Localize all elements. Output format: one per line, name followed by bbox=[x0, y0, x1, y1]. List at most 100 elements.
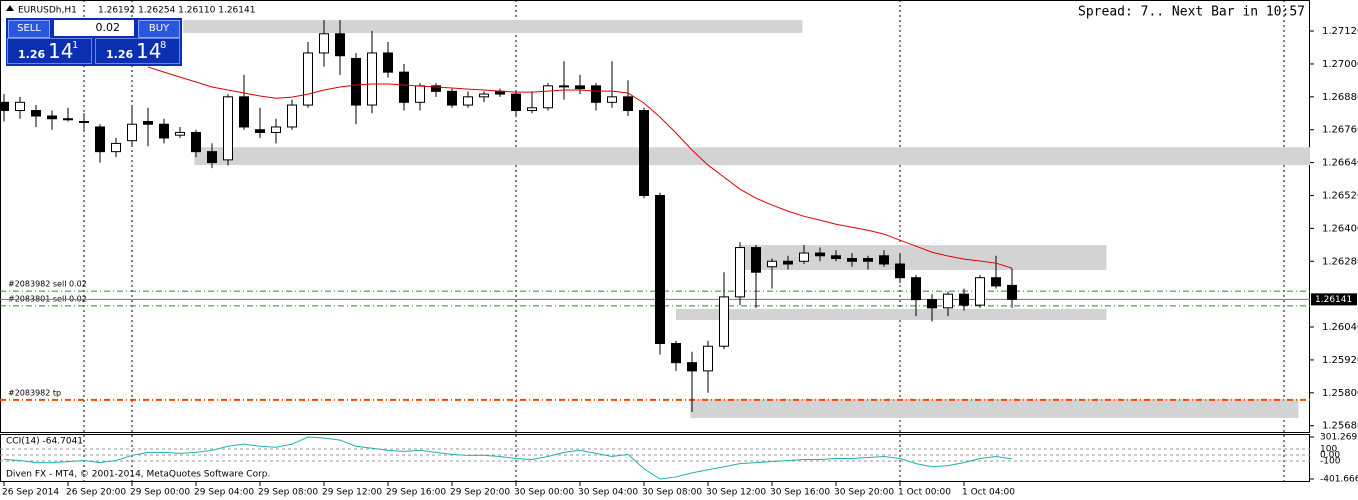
y-tick-label: 1.26280 bbox=[1322, 256, 1358, 267]
candle-body bbox=[815, 252, 825, 257]
cci-line bbox=[3, 436, 1013, 480]
symbol: EURUSDh,H1 bbox=[18, 6, 77, 16]
zone bbox=[194, 147, 1310, 166]
candle-body bbox=[1007, 284, 1017, 300]
candle-body bbox=[95, 126, 105, 153]
candle-body bbox=[847, 258, 857, 262]
candle-body bbox=[943, 293, 953, 309]
footer: Diven FX - MT4, © 2001-2014, MetaQuotes … bbox=[6, 470, 270, 480]
x-tick-label: 29 Sep 20:00 bbox=[450, 488, 510, 498]
y-tick-label: -100 bbox=[1320, 456, 1341, 466]
candle-body bbox=[671, 342, 681, 364]
x-tick-label: 29 Sep 16:00 bbox=[386, 488, 446, 498]
y-tick-label: 1.25920 bbox=[1322, 355, 1358, 366]
indicator-frame bbox=[0, 434, 1310, 482]
price-pips: 14 bbox=[48, 39, 74, 63]
x-tick-label: 30 Sep 16:00 bbox=[770, 488, 830, 498]
candle-body bbox=[15, 101, 25, 112]
bid-marker bbox=[1311, 293, 1357, 306]
candle-body bbox=[831, 255, 841, 260]
candle-body bbox=[0, 101, 9, 112]
candle-body bbox=[639, 110, 649, 196]
candle-body bbox=[447, 90, 457, 106]
candle-body bbox=[287, 104, 297, 128]
x-tick-label: 30 Sep 00:00 bbox=[514, 488, 574, 498]
status: Spread: 7.. Next Bar in 10:57 bbox=[1078, 5, 1305, 20]
candle-body bbox=[127, 123, 137, 142]
candle-body bbox=[303, 52, 313, 106]
candle-body bbox=[271, 126, 281, 133]
x-tick-label: 1 Oct 04:00 bbox=[962, 488, 1015, 498]
zone bbox=[690, 399, 1299, 419]
candle-body bbox=[767, 260, 777, 268]
candle-body bbox=[703, 345, 713, 372]
sell-price[interactable]: 1.26 14 1 bbox=[7, 38, 92, 64]
x-tick-label: 30 Sep 04:00 bbox=[578, 488, 638, 498]
candle-body bbox=[863, 258, 873, 262]
buy-price[interactable]: 1.26 14 8 bbox=[95, 38, 180, 64]
y-tick-label: 1.26640 bbox=[1322, 158, 1358, 169]
candle-body bbox=[799, 252, 809, 262]
candle-body bbox=[687, 362, 697, 372]
candle-body bbox=[255, 129, 265, 133]
candle-body bbox=[335, 33, 345, 57]
y-tick-label: 1.26760 bbox=[1322, 125, 1358, 136]
candle-body bbox=[607, 96, 617, 103]
x-tick-label: 26 Sep 20:00 bbox=[66, 488, 126, 498]
candle-body bbox=[191, 131, 201, 153]
candle-body bbox=[47, 115, 57, 120]
axes: 1.27120 1.27000 1.26880 1.26760 1.26640 1.265… bbox=[2, 26, 1358, 497]
y-tick-label: 1.26880 bbox=[1322, 92, 1358, 103]
candle-body bbox=[655, 194, 665, 344]
x-tick-label: 30 Sep 08:00 bbox=[642, 488, 702, 498]
candle-body bbox=[575, 85, 585, 90]
candle-body bbox=[207, 151, 217, 164]
indicator-title: CCI(14) -64.7041 bbox=[6, 437, 83, 447]
x-tick-label: 1 Oct 00:00 bbox=[898, 488, 951, 498]
symbol-icon bbox=[6, 5, 14, 11]
candle-body bbox=[415, 85, 425, 103]
candle-body bbox=[175, 131, 185, 136]
main-plot: #2083982 sell 0.02#2083801 sell 0.02#208… bbox=[0, 20, 1310, 419]
indicator-plot bbox=[0, 436, 1310, 480]
candle-body bbox=[367, 52, 377, 106]
candle-body bbox=[63, 118, 73, 121]
order-label: #2083982 sell 0.02 bbox=[8, 280, 87, 289]
candle-body bbox=[463, 96, 473, 106]
candle-body bbox=[879, 255, 889, 265]
zone bbox=[183, 20, 803, 33]
candle-body bbox=[783, 260, 793, 265]
candle-body bbox=[559, 85, 569, 88]
price-fraction: 8 bbox=[160, 40, 167, 51]
candle-body bbox=[143, 120, 153, 125]
y-tick-label: 301.2692 bbox=[1320, 433, 1358, 443]
y-tick-label: 1.27000 bbox=[1322, 59, 1358, 70]
candle-body bbox=[735, 247, 745, 298]
candle-body bbox=[159, 123, 169, 139]
candle-body bbox=[751, 247, 761, 273]
candle-body bbox=[975, 277, 985, 306]
price-fraction: 1 bbox=[72, 40, 79, 51]
x-tick-label: 29 Sep 04:00 bbox=[194, 488, 254, 498]
candle-body bbox=[223, 96, 233, 161]
lots-input[interactable]: 0.02 bbox=[54, 20, 134, 36]
x-tick-label: 29 Sep 00:00 bbox=[130, 488, 190, 498]
trade-panel: SELL 0.02 BUY 1.26 14 1 1.26 14 8 bbox=[6, 18, 182, 66]
candle-body bbox=[895, 263, 905, 279]
sell-button[interactable]: SELL bbox=[8, 20, 50, 38]
x-tick-label: 30 Sep 20:00 bbox=[834, 488, 894, 498]
candle-body bbox=[239, 96, 249, 128]
y-tick-label: 1.26040 bbox=[1322, 322, 1358, 333]
candle-body bbox=[911, 277, 921, 301]
candle-body bbox=[479, 93, 489, 98]
candle-body bbox=[527, 107, 537, 112]
price-pips: 14 bbox=[136, 39, 162, 63]
candle-body bbox=[927, 299, 937, 309]
candle-body bbox=[31, 110, 41, 117]
candle-body bbox=[383, 52, 393, 73]
y-tick-label: 0.00 bbox=[1320, 451, 1340, 461]
buy-button[interactable]: BUY bbox=[138, 20, 180, 38]
quote: 1.26192 1.26254 1.26110 1.26141 bbox=[98, 6, 255, 16]
